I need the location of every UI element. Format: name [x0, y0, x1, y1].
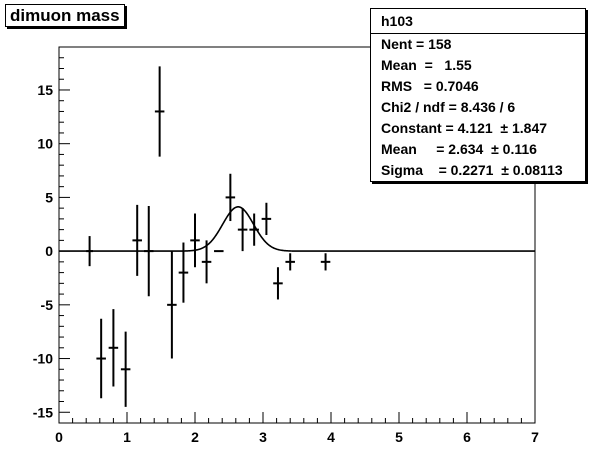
gaussian-fit-curve	[59, 206, 535, 252]
x-tick-label: 5	[395, 429, 403, 445]
data-point	[273, 267, 283, 300]
y-tick-label: 0	[45, 243, 53, 259]
data-point	[190, 213, 200, 268]
data-point	[86, 236, 93, 267]
stats-histogram-name: h103	[371, 9, 585, 34]
y-tick-label: -15	[33, 404, 53, 420]
data-point	[320, 253, 331, 271]
stats-rms: RMS = 0.7046	[381, 78, 479, 94]
data-point	[108, 309, 119, 387]
chart-title: dimuon mass	[5, 4, 125, 27]
y-tick-label: -10	[33, 351, 53, 367]
data-point	[285, 253, 295, 271]
x-tick-label: 2	[191, 429, 199, 445]
data-point	[144, 205, 154, 297]
data-point	[237, 208, 248, 252]
y-tick-label: 5	[45, 189, 53, 205]
data-point	[167, 251, 177, 359]
stats-fit-mean: Mean = 2.634 ± 0.116	[381, 141, 537, 157]
data-point	[132, 204, 142, 276]
x-tick-label: 3	[259, 429, 267, 445]
x-tick-label: 7	[531, 429, 539, 445]
stats-chi2-ndf: Chi2 / ndf = 8.436 / 6	[381, 99, 516, 115]
x-tick-label: 6	[463, 429, 471, 445]
data-point	[261, 202, 272, 235]
data-point	[120, 331, 131, 407]
data-point	[201, 240, 212, 284]
y-tick-label: -5	[41, 297, 54, 313]
stats-mean: Mean = 1.55	[381, 57, 472, 73]
y-tick-label: 15	[37, 82, 53, 98]
data-point	[249, 213, 259, 246]
x-tick-label: 0	[55, 429, 63, 445]
y-tick-label: 10	[37, 136, 53, 152]
x-tick-label: 1	[123, 429, 131, 445]
data-point	[225, 173, 236, 222]
data-point	[178, 242, 189, 303]
plot-frame	[58, 46, 536, 424]
x-tick-label: 4	[327, 429, 335, 445]
stats-entries: Nent = 158	[381, 36, 452, 52]
stats-fit-constant: Constant = 4.121 ± 1.847	[381, 120, 548, 136]
stats-box: h103 Nent = 158 Mean = 1.55 RMS = 0.7046…	[370, 8, 586, 182]
stats-fit-sigma: Sigma = 0.2271 ± 0.08113	[381, 162, 563, 178]
data-point	[96, 318, 106, 399]
data-point	[154, 66, 165, 157]
